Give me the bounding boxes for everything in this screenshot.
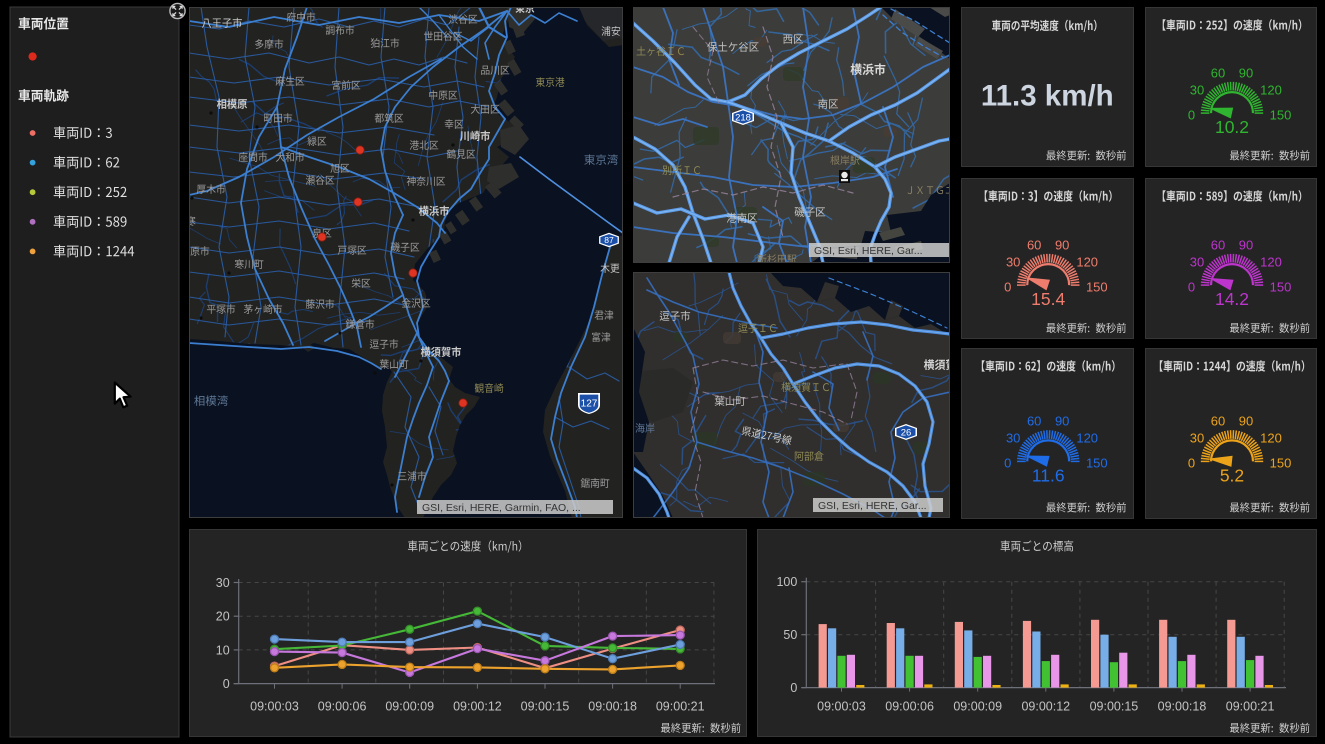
svg-text:09:00:06: 09:00:06: [318, 700, 367, 714]
svg-text:0: 0: [1187, 456, 1194, 471]
svg-text:90: 90: [1238, 65, 1252, 80]
svg-text:09:00:12: 09:00:12: [1021, 700, 1070, 714]
svg-text:150: 150: [1269, 107, 1291, 122]
svg-text:09:00:15: 09:00:15: [521, 700, 570, 714]
svg-text:GSI, Esri, HERE, Gar...: GSI, Esri, HERE, Gar...: [818, 500, 927, 512]
svg-text:09:00:18: 09:00:18: [1157, 700, 1206, 714]
svg-text:09:00:21: 09:00:21: [1225, 700, 1274, 714]
svg-text:60: 60: [1210, 65, 1224, 80]
svg-text:30: 30: [1006, 254, 1020, 269]
svg-text:30: 30: [216, 576, 230, 590]
svg-text:60: 60: [1210, 414, 1224, 429]
svg-text:0: 0: [1004, 456, 1011, 471]
svg-text:120: 120: [1076, 431, 1098, 446]
svg-text:09:00:18: 09:00:18: [588, 700, 637, 714]
svg-text:60: 60: [1027, 414, 1041, 429]
svg-text:150: 150: [1086, 456, 1108, 471]
svg-text:30: 30: [1006, 431, 1020, 446]
svg-text:90: 90: [1238, 237, 1252, 252]
svg-text:GSI, Esri, HERE, Garmin, FAO,: GSI, Esri, HERE, Garmin, FAO, ...: [422, 502, 581, 514]
svg-text:5.2: 5.2: [1219, 465, 1243, 485]
svg-text:218: 218: [735, 113, 751, 124]
svg-text:120: 120: [1260, 431, 1282, 446]
svg-text:90: 90: [1055, 237, 1069, 252]
svg-text:0: 0: [223, 677, 230, 691]
svg-text:30: 30: [1189, 254, 1203, 269]
svg-text:0: 0: [1187, 107, 1194, 122]
svg-text:0: 0: [1004, 279, 1011, 294]
svg-text:11.3 km/h: 11.3 km/h: [981, 80, 1114, 113]
svg-text:90: 90: [1055, 414, 1069, 429]
svg-text:120: 120: [1260, 254, 1282, 269]
svg-text:09:00:09: 09:00:09: [385, 700, 434, 714]
svg-text:GSI, Esri, HERE, Gar...: GSI, Esri, HERE, Gar...: [814, 245, 923, 257]
svg-text:26: 26: [901, 428, 912, 439]
svg-text:60: 60: [1210, 237, 1224, 252]
svg-text:09:00:15: 09:00:15: [1089, 700, 1138, 714]
svg-text:87: 87: [604, 235, 614, 245]
svg-text:150: 150: [1269, 456, 1291, 471]
svg-text:09:00:12: 09:00:12: [453, 700, 502, 714]
svg-text:10: 10: [216, 643, 230, 657]
svg-text:09:00:03: 09:00:03: [817, 700, 866, 714]
svg-text:09:00:03: 09:00:03: [250, 700, 299, 714]
svg-text:0: 0: [790, 681, 797, 695]
svg-text:09:00:21: 09:00:21: [656, 700, 705, 714]
svg-text:50: 50: [783, 628, 797, 642]
svg-text:11.6: 11.6: [1032, 465, 1065, 485]
svg-text:127: 127: [581, 399, 598, 410]
svg-text:30: 30: [1189, 431, 1203, 446]
svg-text:09:00:09: 09:00:09: [953, 700, 1002, 714]
svg-text:0: 0: [1187, 279, 1194, 294]
svg-text:100: 100: [776, 575, 797, 589]
svg-text:30: 30: [1189, 82, 1203, 97]
svg-text:09:00:06: 09:00:06: [885, 700, 934, 714]
svg-text:150: 150: [1269, 279, 1291, 294]
svg-text:20: 20: [216, 610, 230, 624]
svg-text:120: 120: [1260, 82, 1282, 97]
svg-text:10.2: 10.2: [1214, 117, 1248, 137]
svg-text:60: 60: [1027, 237, 1041, 252]
svg-text:90: 90: [1238, 414, 1252, 429]
svg-text:150: 150: [1086, 279, 1108, 294]
svg-text:120: 120: [1076, 254, 1098, 269]
svg-text:14.2: 14.2: [1214, 289, 1248, 309]
svg-text:15.4: 15.4: [1031, 289, 1065, 309]
